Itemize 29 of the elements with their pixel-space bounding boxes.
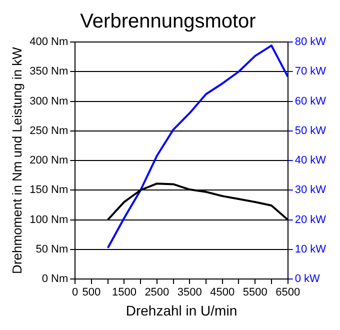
x-tick-label: 2500 (144, 286, 170, 299)
x-tick-label: 6500 (276, 286, 300, 299)
x-tick-label: 500 (82, 286, 101, 299)
y2-tick-label: 70 kW (294, 66, 327, 78)
x-tick-label: 5500 (242, 286, 268, 299)
y-tick-label: 50 Nm (36, 243, 68, 256)
x-tick-label: 1500 (112, 286, 136, 299)
y2-tick-label: 50 kW (294, 124, 327, 137)
y2-tick-label: 40 kW (294, 154, 327, 167)
x-axis-title: Drehzahl in U/min (126, 302, 238, 318)
y-tick-label: 250 Nm (30, 124, 68, 137)
y2-tick-label: 20 kW (294, 214, 327, 226)
y-axis-title: Drehmoment in Nm und Leistung in kW (9, 46, 24, 274)
x-tick-label: 3500 (177, 286, 202, 299)
y2-tick-label: 80 kW (294, 36, 327, 48)
chart-title: Verbrennungsmotor (80, 10, 256, 33)
y-tick-label: 0 Nm (42, 273, 68, 286)
y-tick-label: 350 Nm (30, 66, 68, 78)
y-tick-label: 200 Nm (30, 154, 68, 167)
y-tick-label: 400 Nm (30, 36, 68, 48)
y-tick-label: 150 Nm (30, 184, 68, 196)
y-tick-label: 100 Nm (30, 214, 68, 226)
y2-tick-label: 0 kW (294, 273, 320, 286)
x-tick-label: 4500 (210, 286, 235, 299)
y-tick-label: 300 Nm (30, 95, 68, 108)
y2-tick-label: 30 kW (294, 184, 327, 196)
y2-tick-label: 10 kW (294, 243, 327, 256)
y2-tick-label: 60 kW (294, 95, 327, 108)
x-tick-label: 0 (72, 286, 78, 299)
